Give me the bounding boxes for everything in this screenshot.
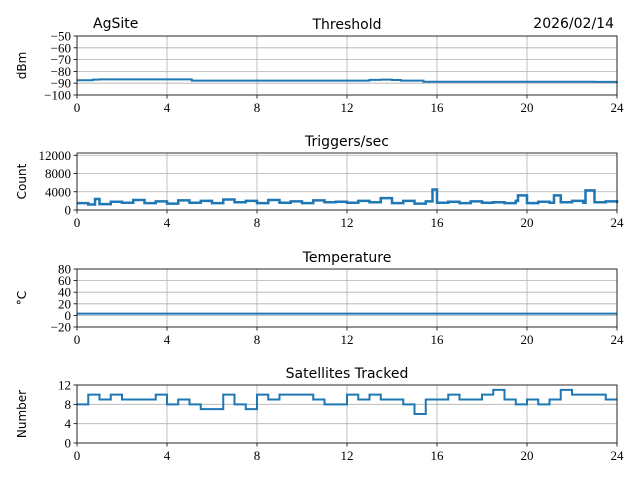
subplot-title: Threshold bbox=[312, 17, 382, 33]
y-tick-label: −80 bbox=[51, 64, 71, 79]
x-tick-label: 12 bbox=[341, 332, 354, 347]
y-tick-label: 12 bbox=[58, 378, 71, 393]
x-tick-label: 16 bbox=[431, 332, 445, 347]
x-tick-label: 0 bbox=[74, 100, 81, 115]
y-tick-label: 12000 bbox=[39, 148, 72, 163]
y-tick-label: 80 bbox=[58, 262, 71, 277]
x-tick-label: 8 bbox=[254, 215, 261, 230]
x-tick-label: 0 bbox=[74, 215, 81, 230]
y-tick-label: −20 bbox=[51, 320, 71, 335]
x-tick-label: 12 bbox=[341, 215, 354, 230]
x-tick-label: 24 bbox=[611, 100, 625, 115]
x-tick-label: 12 bbox=[341, 100, 354, 115]
y-tick-label: −50 bbox=[51, 29, 71, 44]
subplot-1: 0 4 8 12 16 20 24 −100−90−80−70−60−50 Threshold d… bbox=[15, 17, 624, 115]
y-tick-label: −100 bbox=[44, 88, 71, 103]
y-tick-label: −70 bbox=[51, 52, 71, 67]
x-tick-label: 8 bbox=[254, 448, 261, 463]
site-label: AgSite bbox=[93, 16, 138, 32]
x-tick-label: 16 bbox=[431, 448, 445, 463]
x-tick-label: 20 bbox=[521, 448, 534, 463]
y-axis-label: dBm bbox=[15, 52, 29, 80]
x-tick-label: 24 bbox=[611, 448, 625, 463]
y-tick-label: 20 bbox=[58, 296, 71, 311]
y-tick-label: −90 bbox=[51, 76, 71, 91]
axes-frame bbox=[76, 268, 618, 328]
x-tick-label: 8 bbox=[254, 100, 261, 115]
x-tick-label: 0 bbox=[74, 448, 81, 463]
x-tick-label: 16 bbox=[431, 100, 445, 115]
y-tick-label: 40 bbox=[58, 285, 71, 300]
subplot-4: 0 4 8 12 16 20 24 0 4 8 12 Satellites Tracked Number bbox=[15, 366, 624, 463]
y-tick-label: 0 bbox=[65, 308, 72, 323]
series-line bbox=[77, 188, 619, 206]
y-tick-label: 60 bbox=[58, 273, 71, 288]
subplot-title: Triggers/sec bbox=[304, 134, 389, 150]
y-tick-label: 4 bbox=[65, 416, 72, 431]
x-tick-label: 4 bbox=[164, 448, 171, 463]
x-tick-label: 4 bbox=[164, 100, 171, 115]
y-tick-label: −60 bbox=[51, 40, 71, 55]
x-tick-label: 20 bbox=[521, 215, 534, 230]
subplot-title: Satellites Tracked bbox=[286, 366, 409, 382]
y-tick-label: 0 bbox=[65, 203, 72, 218]
x-tick-label: 16 bbox=[431, 215, 445, 230]
x-tick-label: 0 bbox=[74, 332, 81, 347]
y-axis-label: Count bbox=[15, 163, 29, 199]
series-line bbox=[77, 78, 618, 83]
axes-frame bbox=[76, 35, 618, 96]
x-tick-label: 24 bbox=[611, 332, 625, 347]
y-tick-label: 8 bbox=[65, 397, 72, 412]
y-axis-label: Number bbox=[15, 390, 29, 438]
x-tick-label: 20 bbox=[521, 100, 534, 115]
x-tick-label: 24 bbox=[611, 215, 625, 230]
y-tick-label: 4000 bbox=[45, 184, 71, 199]
x-tick-label: 20 bbox=[521, 332, 534, 347]
axes-frame bbox=[76, 152, 618, 211]
y-axis-label: °C bbox=[15, 291, 29, 305]
subplot-title: Temperature bbox=[302, 250, 392, 266]
y-tick-label: 8000 bbox=[45, 166, 71, 181]
x-tick-label: 12 bbox=[341, 448, 354, 463]
x-tick-label: 4 bbox=[164, 332, 171, 347]
series-line bbox=[77, 388, 617, 415]
subplot-2: 0 4 8 12 16 20 24 0 4000 8000 12000 Triggers/sec Cou… bbox=[15, 134, 624, 230]
y-tick-label: 0 bbox=[65, 436, 72, 451]
x-tick-label: 4 bbox=[164, 215, 171, 230]
axes-frame bbox=[76, 384, 618, 444]
date-label: 2026/02/14 bbox=[533, 16, 614, 32]
x-tick-label: 8 bbox=[254, 332, 261, 347]
